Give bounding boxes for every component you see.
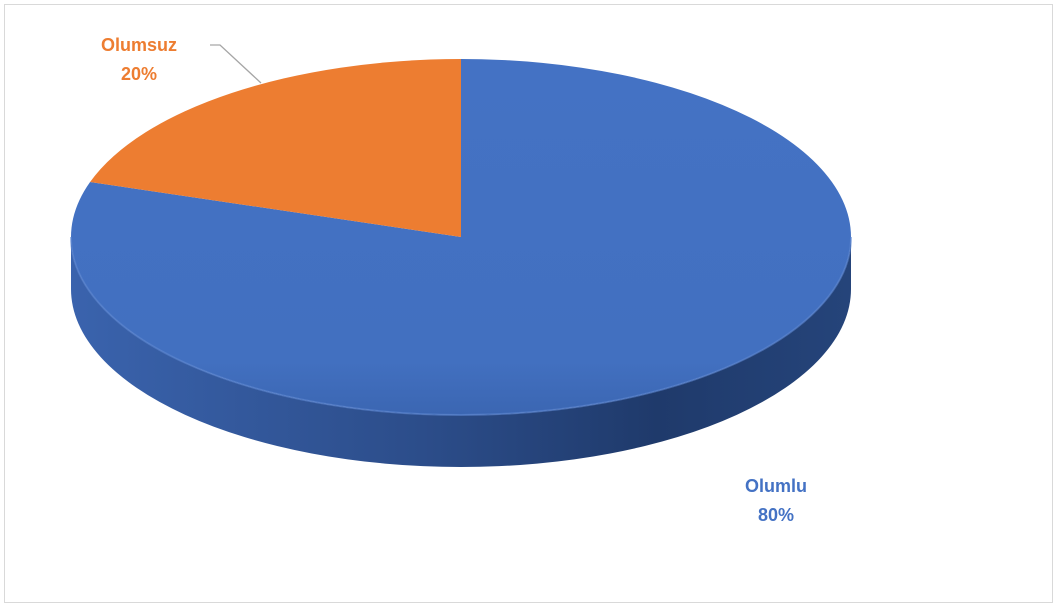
leader-line-olumsuz bbox=[210, 44, 262, 84]
pie-labels: Olumsuz 20% Olumlu 80% bbox=[101, 35, 807, 525]
data-label-percent: 80% bbox=[758, 505, 794, 525]
data-label-percent: 20% bbox=[121, 64, 157, 84]
data-label-category: Olumsuz bbox=[101, 35, 177, 55]
pie-depth bbox=[71, 237, 851, 467]
pie-top bbox=[70, 58, 852, 416]
pie-chart: Olumsuz 20% Olumlu 80% bbox=[70, 35, 852, 525]
pie-rim bbox=[70, 236, 852, 416]
data-label-category: Olumlu bbox=[745, 476, 807, 496]
slice-side-olumlu bbox=[71, 237, 851, 467]
chart-area: Olumsuz 20% Olumlu 80% bbox=[4, 4, 1053, 603]
slice-olumsuz bbox=[90, 58, 462, 237]
